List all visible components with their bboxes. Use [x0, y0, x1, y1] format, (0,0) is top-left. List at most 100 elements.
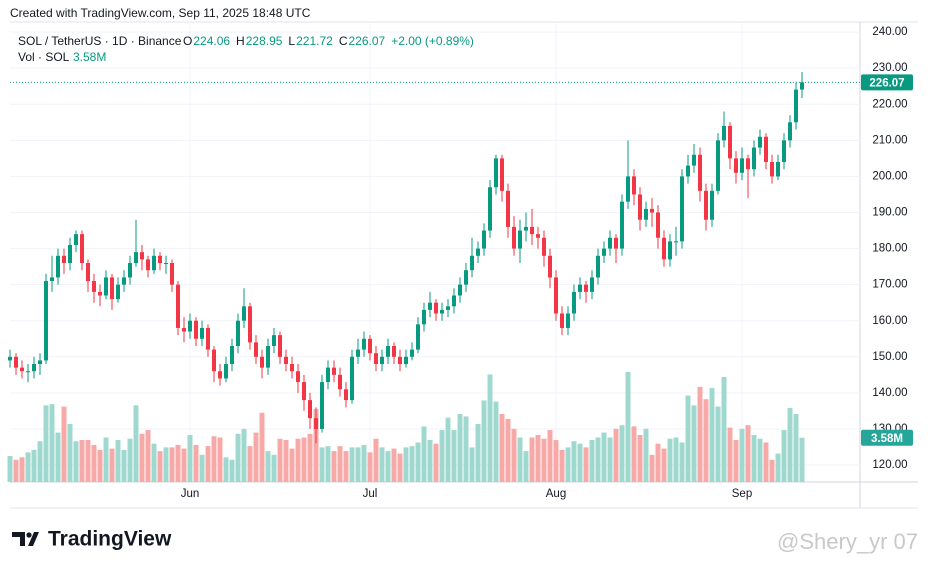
volume-bar	[799, 437, 805, 482]
candle-body	[284, 356, 288, 365]
volume-bar	[229, 459, 235, 482]
volume-bar	[409, 446, 415, 482]
candle-body	[194, 320, 198, 339]
y-tick-label: 170.00	[872, 279, 907, 291]
volume-bar	[595, 437, 601, 482]
candle-body	[656, 212, 660, 238]
candle-body	[272, 335, 276, 346]
volume-tag-label: 3.58M	[871, 433, 903, 445]
candle-body	[398, 356, 402, 365]
candle-body	[74, 234, 78, 245]
volume-bar	[313, 409, 319, 482]
volume-bar	[481, 400, 487, 482]
y-tick-label: 190.00	[872, 207, 907, 219]
volume-bar	[391, 448, 397, 482]
legend-value: 228.95	[246, 34, 283, 48]
volume-bar	[535, 435, 541, 482]
volume-bar	[463, 416, 469, 482]
volume-bar	[43, 405, 49, 482]
volume-bar	[679, 442, 685, 482]
volume-value: 3.58M	[73, 50, 106, 64]
candle-body	[50, 277, 54, 282]
legend-key: L	[288, 34, 295, 48]
legend-value: 226.07	[348, 34, 385, 48]
volume-bar	[31, 449, 37, 482]
volume-bar	[697, 386, 703, 482]
candle-body	[206, 327, 210, 350]
candle-body	[794, 89, 798, 123]
volume-bar	[199, 454, 205, 482]
candle-body	[452, 295, 456, 307]
candle-body	[620, 201, 624, 249]
volume-bar	[253, 432, 259, 482]
x-tick-label: Sep	[732, 488, 752, 500]
candle-body	[8, 356, 12, 361]
candle-body	[236, 320, 240, 346]
volume-bar	[307, 433, 313, 482]
candle-body	[62, 255, 66, 264]
candle-body	[494, 158, 498, 188]
candle-body	[500, 158, 504, 191]
candle-body	[692, 154, 696, 166]
volume-bar	[271, 454, 277, 482]
volume-bar	[769, 459, 775, 482]
candle-body	[470, 255, 474, 271]
y-tick-label: 220.00	[872, 98, 907, 110]
volume-bar	[547, 430, 553, 482]
volume-bar	[709, 388, 715, 482]
candle-body	[740, 158, 744, 173]
volume-bar	[187, 435, 193, 482]
candle-body	[584, 284, 588, 292]
x-tick-label: Aug	[546, 488, 566, 500]
legend-key: C	[339, 34, 348, 48]
volume-bar	[7, 456, 13, 482]
legend-change: +2.00 (+0.89%)	[391, 34, 474, 48]
candle-body	[182, 327, 186, 332]
candle-body	[782, 140, 786, 162]
candle-body	[722, 125, 726, 141]
volume-bar	[91, 444, 97, 482]
y-tick-label: 240.00	[872, 26, 907, 38]
volume-bar	[121, 449, 127, 482]
volume-bar	[427, 439, 433, 482]
volume-bar	[523, 451, 529, 482]
candle-body	[254, 342, 258, 357]
volume-bar	[397, 453, 403, 482]
volume-bar	[451, 430, 457, 482]
volume-bar	[385, 451, 391, 482]
candle-body	[554, 277, 558, 314]
volume-tag	[861, 429, 913, 446]
volume-bar	[235, 433, 241, 482]
volume-bar	[601, 432, 607, 482]
candle-body	[218, 371, 222, 379]
volume-bar	[625, 372, 631, 482]
volume-bar	[79, 439, 85, 482]
candle-body	[410, 349, 414, 357]
volume-bar	[205, 446, 211, 482]
volume-bar	[103, 437, 109, 482]
volume-bar	[631, 426, 637, 482]
candle-body	[578, 284, 582, 292]
volume-bar	[565, 447, 571, 482]
volume-bar	[133, 405, 139, 482]
volume-bar	[673, 437, 679, 482]
volume-bar	[793, 414, 799, 482]
volume-bar	[655, 443, 661, 482]
volume-bar	[637, 435, 643, 482]
volume-bar	[115, 439, 121, 482]
volume-bar	[433, 443, 439, 482]
x-tick-label: Jul	[363, 488, 378, 500]
candle-body	[758, 136, 762, 148]
candle-body	[164, 263, 168, 265]
volume-bar	[649, 454, 655, 482]
candle-body	[776, 161, 780, 177]
candle-body	[338, 374, 342, 390]
volume-bar	[337, 446, 343, 482]
volume-bar	[457, 414, 463, 482]
candle-body	[86, 263, 90, 282]
volume-bar	[25, 452, 31, 482]
candle-body	[650, 208, 654, 213]
volume-bar	[577, 443, 583, 482]
volume-bar	[613, 428, 619, 482]
brand-name: TradingView	[48, 528, 172, 551]
